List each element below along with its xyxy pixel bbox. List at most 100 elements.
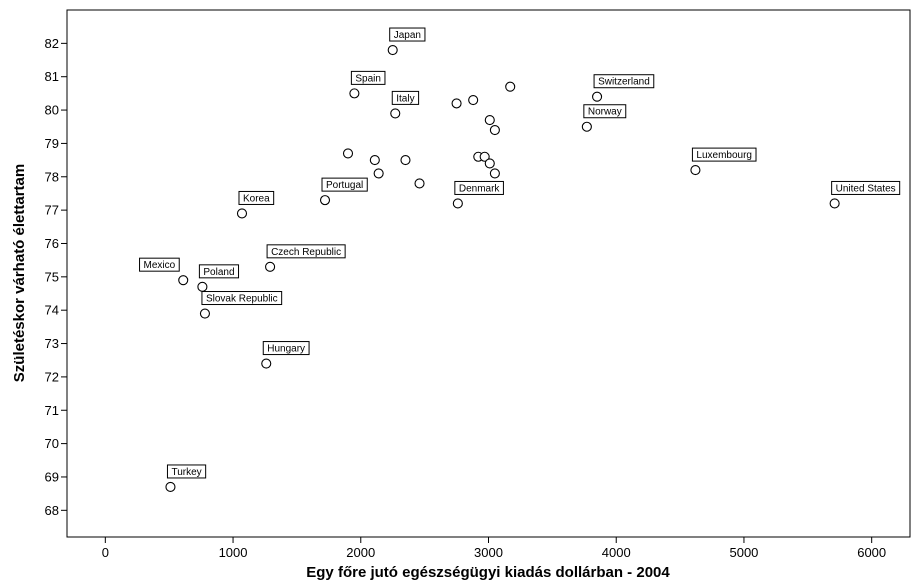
x-tick-label: 4000 [602,545,631,560]
data-point [489,125,500,136]
x-tick-label: 5000 [729,545,758,560]
data-point [349,88,360,99]
data-point [199,308,210,319]
point-label-text: Slovak Republic [206,294,278,305]
point-label-text: Portugal [326,180,363,191]
point-label-text: Luxembourg [696,150,752,161]
data-point [505,81,516,92]
point-label-text: Norway [588,107,622,118]
point-label-box [201,291,283,306]
point-label-text: Mexico [144,260,176,271]
data-point [690,165,701,176]
y-tick-label: 80 [45,103,59,118]
point-labels: Japan Spain Italy Switzerland Norway Luxembou… [139,27,901,479]
point-label: Switzerland [593,74,655,89]
y-tick-label: 82 [45,36,59,51]
point-label-text: United States [836,183,896,194]
point-label: Hungary [262,341,310,356]
data-point [451,98,462,109]
data-point [489,168,500,179]
data-point [342,148,354,159]
point-label-text: Hungary [267,344,305,355]
point-label: Norway [583,104,627,119]
y-tick-label: 70 [45,436,59,451]
data-point [369,155,380,166]
plot-frame [66,9,911,538]
y-tick-label: 76 [45,236,59,251]
y-tick-label: 79 [45,136,59,151]
point-label-box [139,257,180,272]
data-point [468,95,479,106]
data-point [197,281,208,292]
data-points [165,44,840,493]
x-tick-label: 0 [102,545,109,560]
x-tick-label: 2000 [346,545,375,560]
data-point [165,481,176,493]
data-point [479,151,490,162]
x-axis-title: Egy főre jutó egészségügyi kiadás dollár… [306,564,670,581]
y-tick-label: 73 [45,336,59,351]
point-label: Turkey [166,464,207,479]
point-label-box [831,180,901,195]
data-point [265,261,276,272]
point-label-text: Poland [203,267,234,278]
point-label: Luxembourg [691,147,757,162]
data-point [236,208,248,219]
y-tick-label: 75 [45,269,59,284]
point-label-box [583,104,627,119]
y-tick-label: 71 [45,403,59,418]
point-label: Slovak Republic [201,291,283,306]
point-label-box [593,74,655,89]
data-point [261,358,272,369]
point-label-box [691,147,757,162]
point-label-text: Japan [394,30,421,41]
point-label-box [350,70,386,85]
point-label: Czech Republic [266,244,346,259]
point-label: Poland [198,264,240,279]
data-point [400,155,411,166]
point-label-text: Denmark [459,183,501,194]
point-label: Portugal [321,177,368,192]
data-point [484,158,495,169]
point-label-box [391,90,420,105]
y-tick-label: 81 [45,69,59,84]
point-label-box [198,264,240,279]
y-tick-label: 68 [45,503,59,518]
point-label-text: Switzerland [598,77,650,88]
point-label: Korea [238,190,275,205]
x-tick-label: 6000 [857,545,886,560]
point-label-box [262,341,310,356]
y-tick-label: 69 [45,469,59,484]
point-label-box [321,177,368,192]
point-label-text: Korea [243,193,270,204]
y-tick-label: 77 [45,203,59,218]
data-point [390,108,401,119]
point-label-box [454,180,504,195]
axes [66,9,911,538]
x-tick-label: 1000 [219,545,248,560]
point-label: Japan [389,27,426,42]
point-label: Denmark [454,180,504,195]
y-axis-title: Születéskor várható élettartam [11,164,28,382]
point-label-box [238,190,275,205]
x-axis: 0 1000 2000 3000 4000 5000 6000 [102,537,886,560]
data-point [829,198,840,209]
point-label: Italy [391,90,420,105]
point-label: Spain [350,70,386,85]
point-label: United States [831,180,901,195]
x-tick-label: 3000 [474,545,503,560]
y-tick-label: 72 [45,369,59,384]
y-axis: 68 69 70 71 72 73 74 75 76 77 78 79 80 81 82 [45,36,67,518]
point-label-text: Spain [355,73,381,84]
point-label-text: Czech Republic [271,247,341,258]
data-point [319,195,331,206]
data-point [452,198,463,209]
data-point [373,168,384,179]
point-label-box [389,27,426,42]
data-point [178,275,189,286]
y-tick-label: 74 [45,303,59,318]
point-label-text: Italy [396,93,414,104]
data-point [414,178,425,189]
point-label-text: Turkey [171,467,201,478]
